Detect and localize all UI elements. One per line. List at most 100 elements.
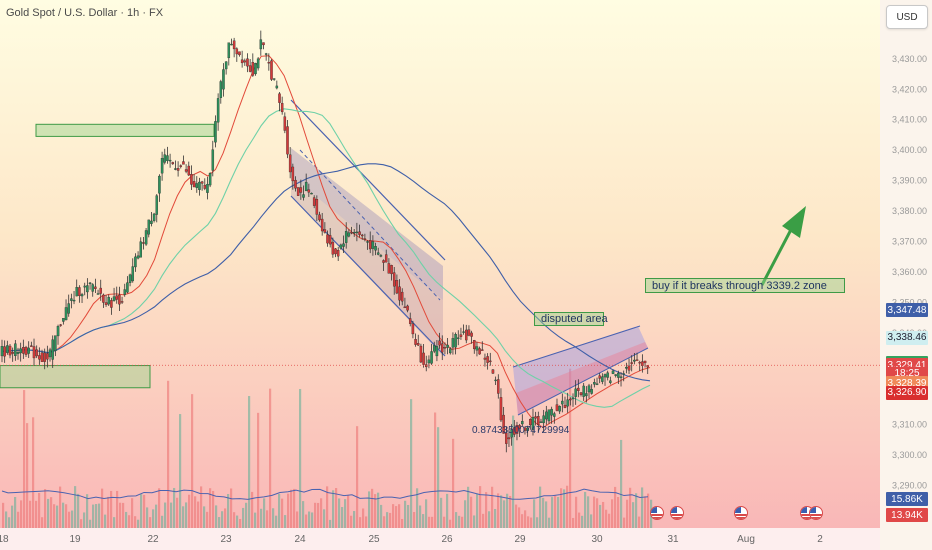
candle-body [336,250,340,257]
volume-bar [353,511,356,528]
volume-bar [44,489,47,528]
volume-bar [191,394,194,528]
volume-bar [311,512,314,528]
candle-body [622,373,625,375]
candle-body [176,168,180,171]
volume-bar [140,494,143,528]
candle-body [64,307,68,321]
candle-body [230,43,233,46]
candle-body [403,306,407,309]
volume-tag: 15.86K [886,492,928,506]
volume-bar [308,511,311,528]
volume-bar [233,512,236,528]
volume-bar [455,512,458,528]
volume-bar [635,493,638,528]
candle-body [184,169,188,172]
us-flag-icon[interactable] [734,506,748,520]
candle-body [449,348,452,354]
candle-body [400,291,404,302]
volume-bar [230,488,233,528]
volume-bar [20,500,23,528]
volume-bar [17,511,20,528]
volume-bar [137,519,140,528]
us-flag-icon[interactable] [809,506,823,520]
candle-body [235,48,239,55]
volume-bar [74,486,77,528]
volume-bar [599,504,602,528]
candle-body [11,352,14,354]
volume-bar [125,511,128,528]
candle-body [270,60,273,80]
time-axis-panel [0,528,880,550]
candle-body [272,78,276,80]
candle-body [48,349,52,358]
candle-body [598,375,601,379]
candle-body [248,65,252,72]
volume-bar [50,497,53,528]
volume-bar [377,492,380,528]
x-tick-label: 25 [368,534,380,545]
candle-body [459,334,463,337]
volume-bar [380,504,383,528]
volume-bar [590,514,593,528]
volume-bar [254,512,257,528]
us-flag-icon[interactable] [650,506,664,520]
buy-note-box[interactable]: buy if it breaks through 3339.2 zone [645,278,845,293]
volume-bar [440,497,443,528]
volume-bar [572,517,575,528]
volume-bar [83,512,86,528]
candle-body [278,93,281,103]
ma-fast-line [1,55,651,429]
candle-body [38,355,41,360]
candle-body [22,347,25,354]
candle-body [222,69,225,90]
volume-bar [416,488,419,528]
candle-body [216,98,220,123]
asc-channel-bottom [517,347,649,416]
candle-body [446,344,449,348]
volume-bar [437,427,440,528]
candle-body [155,195,159,215]
candle-body [0,346,4,357]
volume-bar [497,493,500,528]
candle-body [107,297,110,305]
candle-body [601,376,604,382]
volume-bar [173,487,176,528]
candle-body [232,40,236,50]
volume-bar [545,501,548,528]
disputed-area-box[interactable]: disputed area [534,312,608,326]
candle-body [126,282,129,293]
candle-body [582,385,585,397]
channel-top-line [290,99,446,261]
us-flag-icon[interactable] [670,506,684,520]
candle-body [379,255,383,257]
volume-bar [362,508,365,528]
candle-body [384,254,388,263]
descending-channel-upper [291,148,443,300]
candle-body [419,345,423,363]
volume-bar [170,502,173,528]
currency-button[interactable]: USD [886,5,928,29]
candle-body [481,349,484,351]
volume-bar [614,486,617,528]
candle-body [382,260,385,263]
volume-bar [620,439,623,528]
volume-bar [314,502,317,528]
volume-bar [596,498,599,528]
candle-body [147,219,151,235]
candle-body [566,399,569,407]
volume-bar [185,502,188,528]
volume-bar [266,510,269,528]
volume-bar [407,504,410,528]
candle-body [152,213,156,221]
volume-bar [302,501,305,528]
candle-body [43,352,46,362]
y-tick-label: 3,370.00 [892,237,927,247]
breakout-arrow-head [782,206,806,238]
volume-bar [47,498,50,528]
volume-bar [248,396,251,528]
candle-body [179,165,183,167]
volume-bar [152,509,155,528]
volume-bar [404,500,407,528]
